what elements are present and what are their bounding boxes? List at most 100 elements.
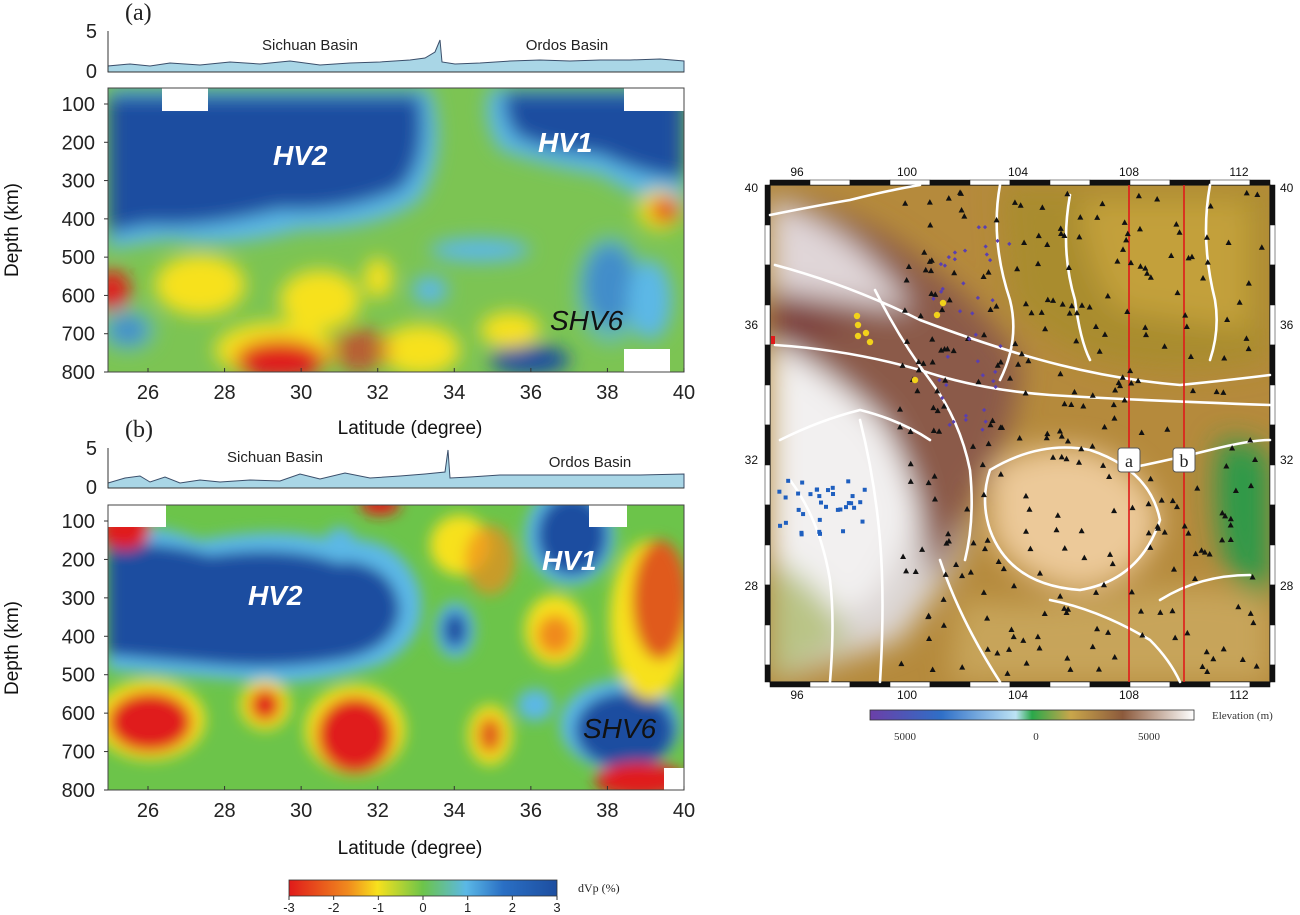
station-triangle <box>942 377 949 383</box>
station-triangle <box>1071 388 1078 395</box>
map-frame <box>764 179 1276 688</box>
station-triangle <box>932 291 939 297</box>
station-triangle <box>1050 297 1057 303</box>
frame-segment <box>1049 179 1091 186</box>
station-triangle <box>917 312 924 319</box>
panel-a-anomaly-hv2: HV2 <box>273 140 328 171</box>
station-triangle <box>993 303 1000 309</box>
station-triangle <box>1068 302 1075 309</box>
station-triangle <box>1220 645 1227 652</box>
station-triangle <box>1204 259 1211 265</box>
station-triangle <box>1035 232 1042 239</box>
station-triangle <box>1096 348 1103 354</box>
station-triangle <box>931 495 938 502</box>
station-triangle <box>1036 570 1043 576</box>
station-triangle <box>1011 199 1018 205</box>
event-marker-blue <box>831 491 836 496</box>
event-marker-purple <box>944 382 949 388</box>
station-triangle <box>994 650 1001 656</box>
frame-segment <box>764 384 771 426</box>
depth-tick-label: 100 <box>62 511 95 533</box>
station-triangle <box>1173 221 1180 227</box>
latitude-tick-label: 32 <box>367 800 389 822</box>
station-triangle <box>951 269 958 276</box>
station-triangle <box>953 561 960 568</box>
event-marker-purple <box>931 296 936 301</box>
depth-tick-label: 500 <box>62 665 95 687</box>
event-marker-purple <box>938 289 944 294</box>
event-marker-purple <box>940 395 945 401</box>
station-triangle <box>1154 196 1161 202</box>
latitude-tick-label: 40 <box>673 382 695 404</box>
station-triangle <box>970 443 977 449</box>
event-marker-purple <box>962 248 968 253</box>
station-triangle <box>1035 260 1042 267</box>
station-triangle <box>980 589 987 595</box>
station-triangle <box>940 596 947 602</box>
elevation-tick-label: 0 <box>1033 731 1039 743</box>
depth-tick-label: 300 <box>62 171 95 193</box>
station-triangle <box>907 428 914 435</box>
station-triangle <box>1095 666 1102 672</box>
station-triangle <box>1021 239 1028 245</box>
frame-segment <box>764 184 771 226</box>
depth-tick-label: 500 <box>62 247 95 269</box>
event-marker-purple <box>1007 241 1012 247</box>
event-marker-purple <box>937 378 942 383</box>
event-marker-purple <box>951 419 956 424</box>
elevation-tick-label: 5000 <box>1138 731 1161 743</box>
station-triangle <box>1235 603 1242 610</box>
station-triangle <box>946 296 953 303</box>
station-triangle <box>1086 304 1093 310</box>
event-marker-blue <box>858 500 863 505</box>
station-triangle <box>1065 606 1072 612</box>
event-marker-purple <box>995 238 1000 244</box>
dvp-tick-label: 2 <box>509 900 516 915</box>
station-triangle <box>1192 575 1199 582</box>
station-triangle <box>1200 274 1207 281</box>
station-triangle <box>1224 316 1231 322</box>
station-triangle <box>1203 234 1210 240</box>
map-lat-tick-right: 32 <box>1280 453 1294 467</box>
station-triangle <box>1077 214 1084 220</box>
station-triangle <box>1028 309 1035 316</box>
block-boundaries <box>768 183 1272 684</box>
panel-b-ordos-label: Ordos Basin <box>549 454 632 471</box>
station-triangle <box>958 190 965 196</box>
station-triangle <box>1042 325 1049 332</box>
station-triangle <box>1201 549 1208 555</box>
station-triangle <box>1119 374 1126 380</box>
event-marker-blue <box>778 523 783 528</box>
station-triangle <box>987 306 994 312</box>
station-triangle <box>1061 232 1068 238</box>
station-triangle <box>926 199 933 205</box>
station-triangle <box>984 646 991 652</box>
frame-segment <box>809 179 851 186</box>
latitude-tick-label: 26 <box>137 800 159 822</box>
station-triangle <box>1127 367 1134 374</box>
station-triangle <box>907 478 914 484</box>
event-marker-blue <box>824 504 829 509</box>
station-triangle <box>1135 377 1142 384</box>
frame-segment <box>1209 179 1251 186</box>
station-triangle <box>1011 582 1018 589</box>
latitude-tick-label: 30 <box>290 382 312 404</box>
station-triangle <box>1138 608 1145 614</box>
frame-segment <box>764 544 771 586</box>
station-triangle <box>1247 436 1254 443</box>
panel-a-xlabel: Latitude (degree) <box>338 418 483 439</box>
frame-segment <box>1269 464 1276 506</box>
frame-segment <box>1049 681 1091 688</box>
station-triangle <box>1199 663 1206 670</box>
station-triangle <box>1110 401 1117 408</box>
station-triangle <box>1064 655 1071 661</box>
map-lon-tick-top: 112 <box>1229 165 1248 179</box>
station-triangle <box>938 347 945 353</box>
station-triangle <box>914 387 921 394</box>
frame-segment <box>1129 179 1171 186</box>
elevation-tick-label: 5000 <box>894 731 917 743</box>
frame-segment <box>764 424 771 466</box>
station-triangle <box>1044 241 1051 248</box>
panel-a-sichuan-label: Sichuan Basin <box>262 37 358 54</box>
station-triangle <box>927 221 934 228</box>
